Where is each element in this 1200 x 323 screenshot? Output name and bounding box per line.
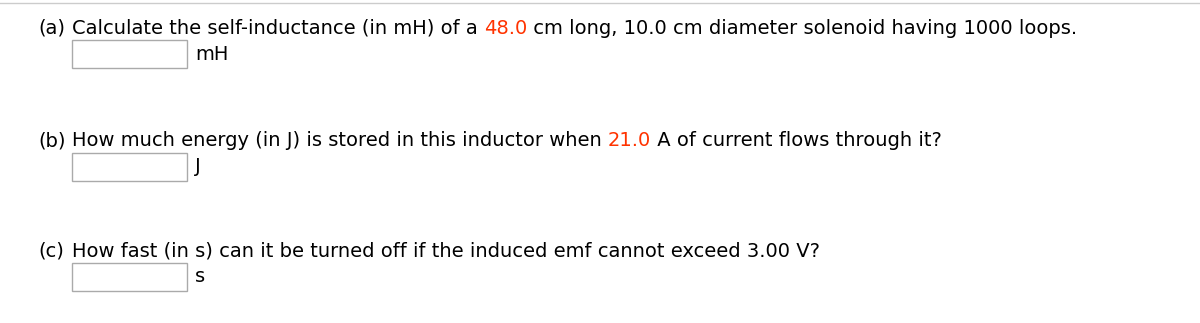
Text: cm long, 10.0 cm diameter solenoid having 1000 loops.: cm long, 10.0 cm diameter solenoid havin… bbox=[527, 18, 1078, 37]
Text: (a): (a) bbox=[38, 18, 65, 37]
Text: (c): (c) bbox=[38, 242, 64, 261]
FancyBboxPatch shape bbox=[72, 153, 187, 181]
Text: Calculate the self-inductance (in mH) of a: Calculate the self-inductance (in mH) of… bbox=[72, 18, 484, 37]
Text: 48.0: 48.0 bbox=[484, 18, 527, 37]
FancyBboxPatch shape bbox=[72, 40, 187, 68]
Text: J: J bbox=[194, 158, 200, 176]
Text: How much energy (in J) is stored in this inductor when: How much energy (in J) is stored in this… bbox=[72, 131, 608, 151]
Text: (b): (b) bbox=[38, 131, 66, 151]
FancyBboxPatch shape bbox=[72, 263, 187, 291]
Text: 21.0: 21.0 bbox=[608, 131, 652, 151]
Text: How fast (in s) can it be turned off if the induced emf cannot exceed 3.00 V?: How fast (in s) can it be turned off if … bbox=[72, 242, 820, 261]
Text: A of current flows through it?: A of current flows through it? bbox=[652, 131, 942, 151]
Text: mH: mH bbox=[194, 45, 228, 64]
Text: s: s bbox=[194, 267, 205, 287]
